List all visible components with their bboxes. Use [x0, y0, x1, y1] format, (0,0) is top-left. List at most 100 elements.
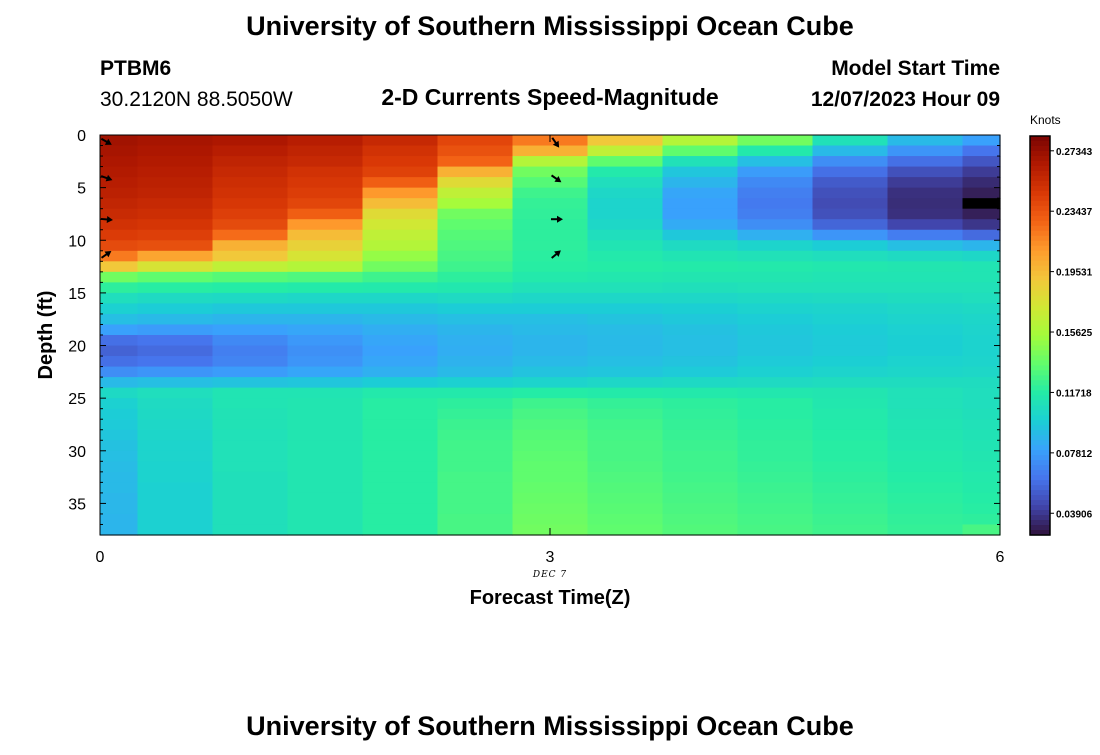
heatmap-cell: [587, 303, 664, 315]
colorbar-segment: [1030, 415, 1050, 421]
heatmap-cell: [662, 166, 739, 178]
heatmap-cell: [587, 419, 664, 431]
heatmap-cell: [737, 366, 814, 378]
colorbar-segment: [1030, 220, 1050, 227]
heatmap-cell: [812, 135, 889, 147]
heatmap-cell: [737, 356, 814, 368]
colorbar-segment: [1030, 320, 1050, 327]
station-coords: 30.2120N 88.5050W: [100, 88, 293, 111]
heatmap-cell: [737, 229, 814, 241]
heatmap-cell: [887, 356, 964, 368]
heatmap-cell: [662, 156, 739, 168]
heatmap-cell: [662, 408, 739, 420]
heatmap-cell: [812, 408, 889, 420]
heatmap-cell: [137, 345, 214, 357]
heatmap-cell: [137, 145, 214, 157]
heatmap-cell: [287, 292, 364, 305]
heatmap-cell: [362, 208, 439, 220]
heatmap-cell: [812, 345, 889, 357]
heatmap-cell: [662, 187, 739, 199]
heatmap-cell: [737, 450, 814, 462]
heatmap-cell: [437, 440, 514, 452]
heatmap-cell: [812, 240, 889, 252]
heatmap-cell: [887, 335, 964, 347]
colorbar-frame: [1029, 135, 1051, 536]
heatmap-cell: [662, 292, 739, 305]
colorbar-segment: [1030, 180, 1050, 187]
heatmap-cell: [437, 503, 514, 515]
heatmap-cell: [662, 219, 739, 231]
heatmap-cell: [362, 135, 439, 147]
colorbar-segment: [1030, 435, 1050, 441]
heatmap-cell: [512, 513, 589, 526]
heatmap-cell: [137, 356, 214, 368]
heatmap-cell: [662, 461, 739, 473]
heatmap-cell: [287, 282, 364, 294]
colorbar-segment: [1030, 310, 1050, 317]
heatmap-cell: [437, 345, 514, 357]
heatmap-cell: [662, 261, 739, 273]
heatmap-cell: [137, 471, 214, 483]
heatmap-cell: [887, 366, 964, 378]
heatmap-cell: [812, 482, 889, 494]
heatmap-cell: [137, 166, 214, 178]
colorbar-segment: [1030, 250, 1050, 257]
heatmap-cell: [887, 198, 964, 210]
current-vector-arrow: [100, 137, 112, 145]
heatmap-cell: [962, 135, 1001, 147]
heatmap-cell: [887, 524, 964, 536]
heatmap-cell: [137, 408, 214, 420]
heatmap-cell: [662, 513, 739, 526]
heatmap-cell: [362, 429, 439, 441]
colorbar-segment: [1030, 300, 1050, 307]
colorbar-segment: [1030, 255, 1050, 262]
heatmap-cell: [212, 303, 289, 315]
heatmap-cell: [587, 335, 664, 347]
heatmap-cell: [737, 145, 814, 157]
heatmap-cell: [137, 335, 214, 347]
heatmap-cell: [287, 219, 364, 231]
heatmap-cell: [812, 461, 889, 473]
heatmap-cell: [137, 492, 214, 505]
heatmap-cell: [100, 345, 139, 357]
heatmap-cell: [362, 145, 439, 157]
heatmap-cell: [737, 271, 814, 283]
heatmap-cell: [137, 271, 214, 283]
heatmap-cell: [512, 198, 589, 210]
heatmap-cell: [362, 324, 439, 336]
heatmap-cell: [287, 387, 364, 399]
heatmap-cell: [100, 356, 139, 368]
heatmap-cell: [137, 156, 214, 168]
heatmap-cell: [437, 156, 514, 168]
colorbar-segment: [1030, 160, 1050, 167]
heatmap-cell: [437, 198, 514, 210]
colorbar-segment: [1030, 136, 1050, 142]
heatmap-cell: [287, 313, 364, 326]
heatmap-cell: [812, 156, 889, 168]
heatmap-cell: [362, 177, 439, 189]
heatmap-cell: [887, 513, 964, 526]
heatmap-cell: [362, 387, 439, 399]
heatmap-cell: [362, 261, 439, 273]
colorbar-segment: [1030, 230, 1050, 237]
heatmap-cell: [962, 335, 1001, 347]
heatmap-cell: [100, 461, 139, 473]
heatmap-cell: [662, 313, 739, 326]
heatmap-cell: [812, 366, 889, 378]
y-tick-labels: 0 5 10 15 20 25 30 35: [68, 128, 86, 513]
heatmap-cell: [962, 145, 1001, 157]
heatmap-cell: [137, 524, 214, 536]
colorbar-segment: [1030, 500, 1050, 506]
heatmap-cell: [100, 177, 139, 189]
colorbar-segment: [1030, 445, 1050, 451]
heatmap-cell: [512, 271, 589, 283]
current-vectors: [100, 137, 563, 259]
heatmap-cell: [587, 313, 664, 326]
heatmap-cell: [812, 177, 889, 189]
heatmap-cell: [962, 229, 1001, 241]
heatmap-cell: [887, 219, 964, 231]
heatmap-cell: [512, 429, 589, 441]
heatmap-cell: [812, 377, 889, 389]
colorbar-segment: [1030, 425, 1050, 431]
heatmap-cell: [887, 145, 964, 157]
